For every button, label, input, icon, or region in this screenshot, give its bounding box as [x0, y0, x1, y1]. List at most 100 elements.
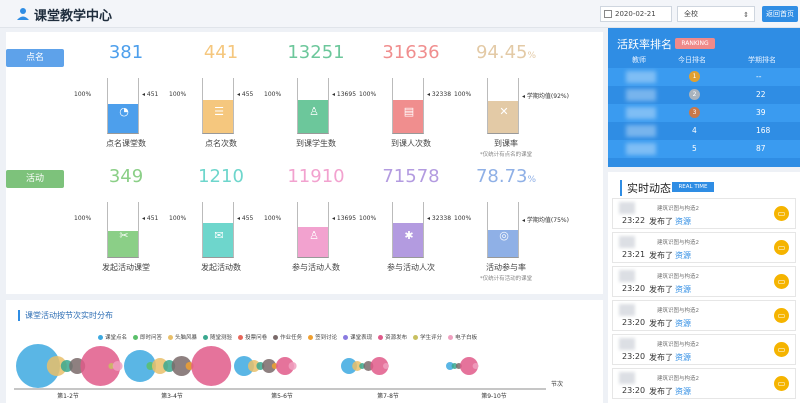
bubble-资源发布[interactable] — [276, 357, 294, 375]
legend-item[interactable]: 即时问答 — [133, 335, 162, 341]
ranking-row[interactable]: 4 168 — [608, 122, 800, 140]
legend-item[interactable]: 头脑风暴 — [168, 335, 197, 341]
metric-total-label: ◂ 455 — [237, 91, 254, 98]
legend-item[interactable]: 投票问卷 — [238, 335, 267, 341]
term-rank: -- — [756, 72, 762, 81]
metric-total-label: ◂ 451 — [142, 215, 159, 222]
feed-item[interactable]: 建筑识图与构造2 23:20 发布了 资源 ▭ — [612, 266, 796, 297]
period-tick-label: 第7-8节 — [377, 392, 399, 400]
bubble-课堂点名[interactable] — [341, 358, 357, 374]
bubble-头脑风暴[interactable] — [152, 358, 168, 374]
bubble-资源发布[interactable] — [80, 346, 121, 386]
metric-cup: ✉ — [202, 202, 234, 258]
term-rank: 87 — [756, 144, 766, 153]
metric-value: 13251 — [287, 42, 345, 63]
today-rank: 5 — [692, 144, 697, 153]
feed-item[interactable]: 建筑识图与构造2 23:21 发布了 资源 ▭ — [612, 232, 796, 263]
metric-total-label: ◂ 32338 — [427, 215, 452, 222]
folder-icon[interactable]: ▭ — [774, 240, 789, 255]
legend-item[interactable]: 课堂点名 — [98, 335, 127, 341]
feed-action: 发布了 — [649, 251, 673, 260]
legend-item[interactable]: 课堂表现 — [343, 335, 372, 341]
legend-item[interactable]: 学生评分 — [413, 335, 442, 341]
tools-icon: ✂ — [119, 229, 129, 242]
ranking-row[interactable]: 5 87 — [608, 140, 800, 158]
metric-max-label: 100% — [264, 215, 282, 222]
metric-value: 11910 — [287, 166, 345, 187]
bubble-电子白板[interactable] — [112, 361, 123, 371]
metric-cup: ✱ — [392, 202, 424, 258]
bubble-课堂点名[interactable] — [124, 350, 156, 382]
feed-resource-link[interactable]: 资源 — [675, 251, 691, 260]
folder-icon[interactable]: ▭ — [774, 206, 789, 221]
metric-total-label: ◂ 学期均值(75%) — [522, 217, 569, 224]
metric-max-label: 100% — [169, 91, 187, 98]
user-avatar-blurred — [619, 270, 635, 282]
feed-item[interactable]: 建筑识图与构造2 23:20 发布了 资源 ▭ — [612, 368, 796, 399]
feed-source: 建筑识图与构造2 — [657, 240, 699, 246]
today-rank: 4 — [692, 126, 697, 135]
folder-icon[interactable]: ▭ — [774, 308, 789, 323]
bubble-电子白板[interactable] — [383, 363, 389, 369]
legend-item[interactable]: 资源发布 — [378, 335, 407, 341]
feed-resource-link[interactable]: 资源 — [675, 285, 691, 294]
metric-cup: ♙ — [297, 202, 329, 258]
metric-card: 441 ☰ 100% ◂ 455 点名次数 — [169, 42, 271, 162]
scope-select[interactable]: 全校 ⇕ — [677, 6, 755, 22]
metric-card: 31636 ▤ 100% ◂ 32338 到课人次数 — [359, 42, 461, 162]
bubble-资源发布[interactable] — [460, 357, 478, 375]
feed-item[interactable]: 建筑识图与构造2 23:20 发布了 资源 ▭ — [612, 300, 796, 331]
ranking-row[interactable]: 2 22 — [608, 86, 800, 104]
feed-resource-link[interactable]: 资源 — [675, 353, 691, 362]
folder-icon[interactable]: ▭ — [774, 342, 789, 357]
feed-resource-link[interactable]: 资源 — [675, 217, 691, 226]
date-picker[interactable]: 2020-02-21 — [600, 6, 672, 22]
metric-note: *仅统计有活动的课堂 — [479, 276, 533, 282]
ranking-row[interactable]: 3 39 — [608, 104, 800, 122]
user-avatar-blurred — [619, 236, 635, 248]
feed-resource-link[interactable]: 资源 — [675, 387, 691, 396]
bubble-课堂点名[interactable] — [234, 356, 254, 376]
feed-time: 23:22 — [622, 216, 646, 225]
bubble-电子白板[interactable] — [288, 362, 297, 370]
legend-item[interactable]: 随堂测验 — [203, 335, 232, 341]
bubble-作业任务[interactable] — [262, 359, 276, 373]
user-icon: ♙ — [309, 229, 319, 242]
metric-value: 78.73% — [475, 166, 537, 187]
bubble-资源发布[interactable] — [191, 346, 232, 386]
back-home-button[interactable]: 返回首页 — [762, 6, 798, 22]
feed-action: 发布了 — [649, 387, 673, 396]
folder-icon[interactable]: ▭ — [774, 376, 789, 391]
legend-item[interactable]: 电子白板 — [448, 335, 477, 341]
ranking-col-teacher: 教师 — [632, 56, 646, 64]
feed-resource-link[interactable]: 资源 — [675, 319, 691, 328]
feed-action: 发布了 — [649, 319, 673, 328]
feed-time: 23:20 — [622, 386, 646, 395]
folder-icon[interactable]: ▭ — [774, 274, 789, 289]
bubble-课堂点名[interactable] — [446, 362, 454, 370]
bubble-资源发布[interactable] — [370, 357, 389, 375]
distribution-title: 课堂活动按节次实时分布 — [18, 310, 113, 321]
metric-caption: 到课率 — [494, 139, 518, 148]
metric-max-label: 100% — [169, 215, 187, 222]
bubble-头脑风暴[interactable] — [248, 360, 260, 372]
metric-total-label: ◂ 学期均值(92%) — [522, 93, 569, 100]
bubble-头脑风暴[interactable] — [352, 361, 363, 371]
ranking-col-today: 今日排名 — [678, 56, 706, 64]
legend-item[interactable]: 签到讨论 — [308, 335, 337, 341]
feed-title: 实时动态 — [620, 180, 671, 196]
ranking-row[interactable]: 1 -- — [608, 68, 800, 86]
bubble-作业任务[interactable] — [171, 356, 192, 376]
id-card-icon: ▤ — [403, 105, 415, 118]
feed-item[interactable]: 建筑识图与构造2 23:22 发布了 资源 ▭ — [612, 198, 796, 229]
bubble-电子白板[interactable] — [472, 363, 479, 369]
metric-card: 349 ✂ 100% ◂ 451 发起活动课堂 — [74, 166, 176, 286]
bubble-头脑风暴[interactable] — [46, 356, 67, 376]
metric-max-label: 100% — [359, 215, 377, 222]
distribution-legend: 课堂点名 即时问答 头脑风暴 随堂测验 投票问卷 作业任务 签到讨论 课堂表现 资源发布 学生评分… — [98, 333, 483, 341]
bubble-课堂点名[interactable] — [16, 344, 60, 388]
legend-item[interactable]: 作业任务 — [273, 335, 302, 341]
bubble-随堂测验[interactable] — [451, 363, 458, 369]
metric-card: 381 ◔ 100% ◂ 451 点名课堂数 — [74, 42, 176, 162]
feed-item[interactable]: 建筑识图与构造2 23:20 发布了 资源 ▭ — [612, 334, 796, 365]
